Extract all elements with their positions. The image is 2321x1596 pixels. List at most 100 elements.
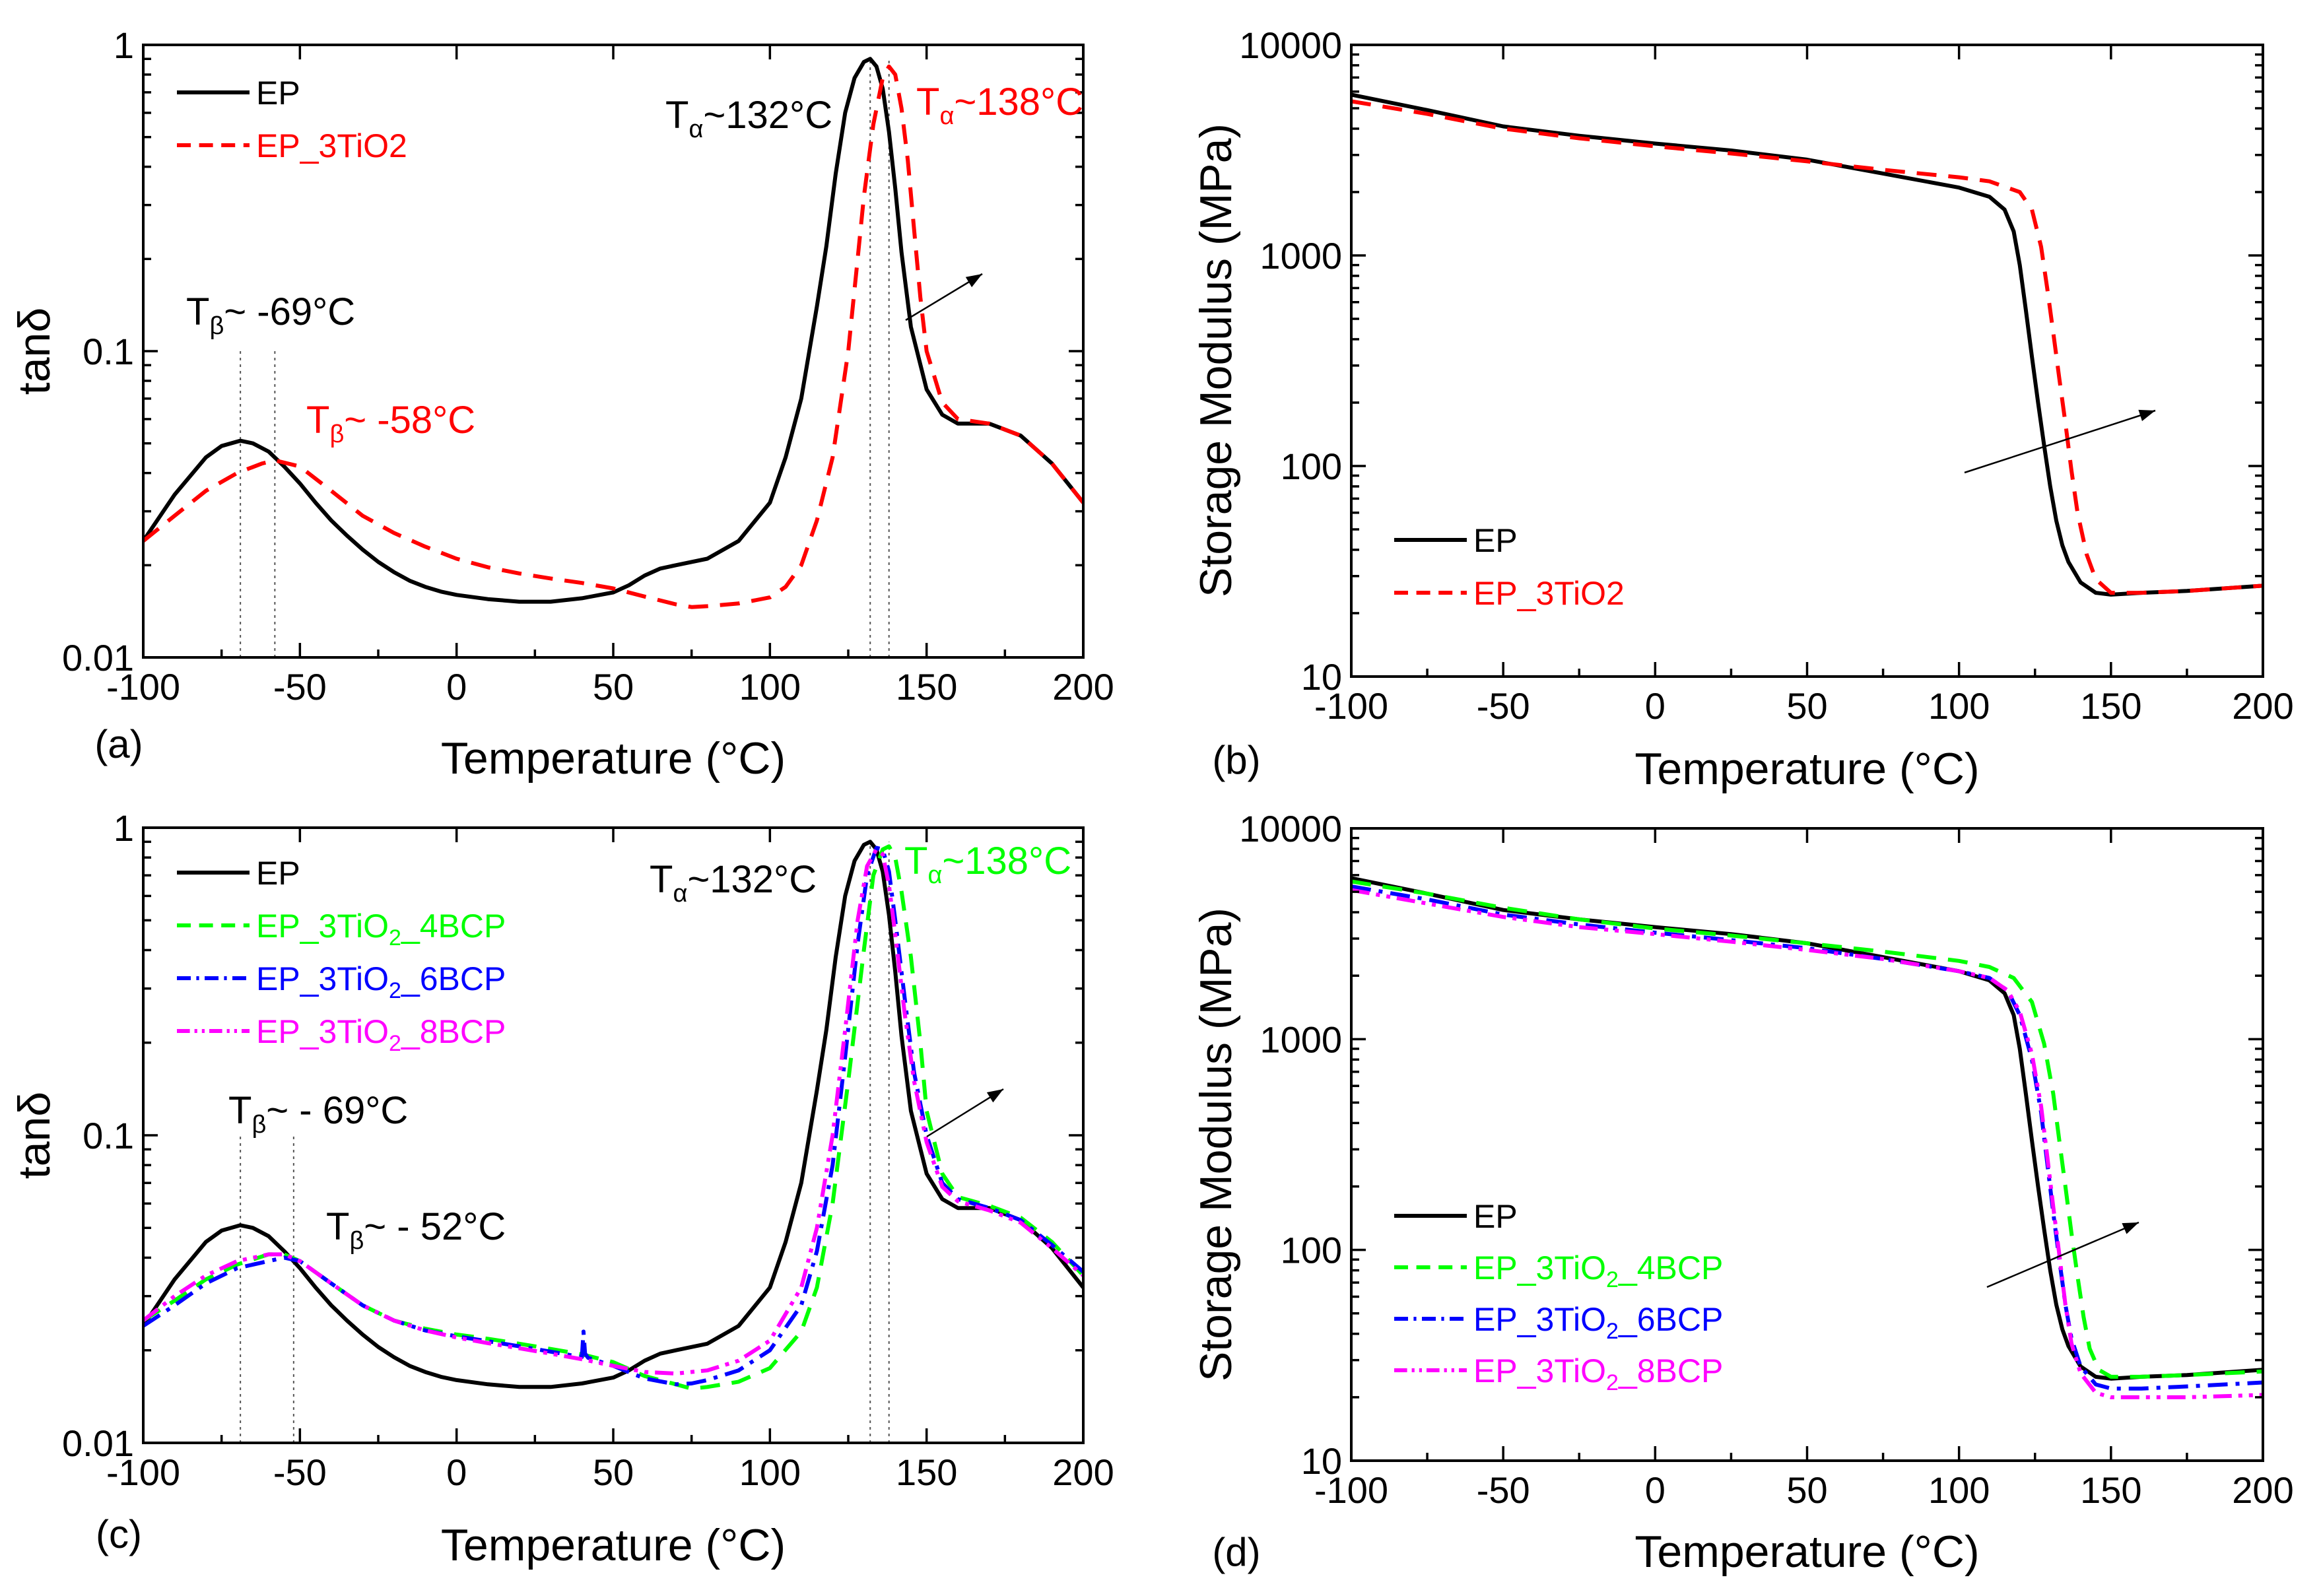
- x-tick-label: -100: [106, 666, 180, 708]
- chart-panel-a: -100 -50 0 50 100 150 200 0.01 0.1 1 Temperature (…: [9, 24, 1114, 783]
- x-tick-label: 200: [1052, 1451, 1114, 1493]
- series-line-ep-3tio2: [143, 64, 1083, 609]
- x-tick-label: 50: [593, 666, 634, 708]
- series-line-ep: [143, 57, 1083, 604]
- trend-arrow: [1986, 1221, 2139, 1288]
- trend-arrow-head: [965, 274, 982, 288]
- series-line-ep-3tio-4bcp: [1351, 879, 2263, 1379]
- x-tick-label: 100: [1928, 1469, 1990, 1511]
- x-tick-label: 150: [896, 1451, 957, 1493]
- x-tick-label: 150: [896, 666, 957, 708]
- x-tick-label: 50: [1786, 685, 1827, 727]
- legend: EP EP_3TiO2: [177, 75, 407, 164]
- series-line-ep: [143, 840, 1083, 1389]
- x-tick-label: 100: [739, 666, 801, 708]
- legend-entry: EP: [1473, 522, 1518, 559]
- annotation: Tβ~ -69°C: [186, 290, 355, 340]
- y-tick-label: 1000: [1260, 1018, 1342, 1060]
- legend-entry: EP: [256, 855, 300, 892]
- y-tick-label: 10000: [1239, 808, 1342, 849]
- x-axis-title: Temperature (°C): [441, 1520, 786, 1570]
- annotation: Tα~138°C: [904, 840, 1071, 889]
- x-tick-label: 0: [1645, 1469, 1665, 1511]
- y-axis-title: Storage Modulus (MPa): [1191, 908, 1241, 1381]
- annotation: Tα~138°C: [916, 81, 1083, 130]
- x-tick-label: 150: [2080, 685, 2141, 727]
- annotation: Tα~132°C: [665, 94, 832, 143]
- chart-panel-b: -100 -50 0 50 100 150 200 10 100 1000 10000 Tempera…: [1191, 24, 2294, 794]
- series-group: [143, 57, 1083, 609]
- y-axis-title: tanδ: [9, 1092, 59, 1179]
- legend-entry: EP_3TiO2_8BCP: [1473, 1352, 1723, 1395]
- x-tick-label: -100: [106, 1451, 180, 1493]
- legend-entry: EP_3TiO2_4BCP: [1473, 1249, 1723, 1292]
- y-tick-label: 100: [1281, 446, 1342, 487]
- legend-entry: EP_3TiO2_8BCP: [256, 1013, 506, 1056]
- x-tick-label: -50: [273, 666, 327, 708]
- legend: EP EP_3TiO2: [1394, 522, 1625, 612]
- x-tick-label: 200: [2232, 685, 2293, 727]
- x-tick-label: 0: [1645, 685, 1665, 727]
- panel-label: (d): [1212, 1530, 1260, 1574]
- annotation: Tβ~ - 52°C: [326, 1205, 506, 1255]
- legend-entry: EP_3TiO2_6BCP: [1473, 1301, 1723, 1344]
- panel-label: (c): [96, 1512, 142, 1556]
- legend-entry: EP_3TiO2_6BCP: [256, 960, 506, 1003]
- x-tick-label: -100: [1314, 1469, 1388, 1511]
- trend-arrow: [1964, 409, 2156, 474]
- trend-arrow-head: [2122, 1222, 2139, 1234]
- y-tick-label: 1: [114, 807, 134, 849]
- x-tick-label: 200: [2232, 1469, 2293, 1511]
- y-tick-label: 1: [114, 24, 134, 66]
- y-tick-label: 0.01: [62, 637, 134, 679]
- y-tick-label: 1000: [1260, 235, 1342, 277]
- series-line-ep-3tio2: [1351, 99, 2263, 595]
- legend-entry: EP_3TiO2: [1473, 575, 1625, 612]
- x-tick-label: 100: [1928, 685, 1990, 727]
- x-tick-label: 50: [593, 1451, 634, 1493]
- annotation: Tβ~ -58°C: [306, 399, 475, 448]
- series-group: [1351, 92, 2263, 597]
- x-tick-label: -50: [273, 1451, 327, 1493]
- trend-arrow-head: [986, 1089, 1003, 1103]
- x-tick-label: 0: [446, 1451, 467, 1493]
- annotation: Tα~132°C: [650, 858, 817, 908]
- legend-entry: EP: [256, 75, 300, 112]
- series-line-ep: [1351, 92, 2263, 597]
- x-tick-label: 100: [739, 1451, 801, 1493]
- legend-entry: EP: [1473, 1198, 1518, 1235]
- y-axis-title: tanδ: [9, 308, 59, 395]
- y-tick-label: 0.1: [83, 331, 134, 372]
- panel-label: (a): [94, 722, 143, 766]
- chart-panel-d: -100 -50 0 50 100 150 200 10 100 1000 10000 Tempera…: [1191, 808, 2294, 1577]
- x-tick-label: 0: [446, 666, 467, 708]
- x-tick-label: 50: [1786, 1469, 1827, 1511]
- x-tick-label: -50: [1477, 1469, 1530, 1511]
- x-tick-label: -50: [1477, 685, 1530, 727]
- legend-entry: EP_3TiO2: [256, 127, 407, 164]
- trend-arrow-head: [2138, 409, 2155, 421]
- x-axis-title: Temperature (°C): [1634, 1527, 1979, 1577]
- annotation: Tβ~ - 69°C: [228, 1089, 408, 1139]
- x-axis-title: Temperature (°C): [441, 733, 786, 783]
- y-tick-label: 0.01: [62, 1422, 134, 1464]
- legend: EP EP_3TiO2_4BCP EP_3TiO2_6BCP EP_3TiO2_8BC…: [177, 855, 506, 1056]
- y-tick-label: 0.1: [83, 1115, 134, 1156]
- x-tick-label: 200: [1052, 666, 1114, 708]
- legend: EP EP_3TiO2_4BCP EP_3TiO2_6BCP EP_3TiO2_8BC…: [1394, 1198, 1723, 1395]
- x-tick-label: -100: [1314, 685, 1388, 727]
- y-tick-label: 10: [1301, 1440, 1342, 1482]
- panel-label: (b): [1212, 738, 1260, 782]
- series-line-ep-3tio-8bcp: [143, 847, 1083, 1376]
- y-axis-title: Storage Modulus (MPa): [1191, 123, 1241, 597]
- chart-panel-c: -100 -50 0 50 100 150 200 0.01 0.1 1 Temperature (…: [9, 807, 1114, 1570]
- series-group: [143, 840, 1083, 1391]
- x-axis-title: Temperature (°C): [1634, 744, 1979, 794]
- y-tick-label: 100: [1281, 1230, 1342, 1271]
- y-tick-label: 10: [1301, 656, 1342, 698]
- series-group: [1351, 876, 2263, 1399]
- legend-entry: EP_3TiO2_4BCP: [256, 908, 506, 950]
- x-tick-label: 150: [2080, 1469, 2141, 1511]
- y-tick-label: 10000: [1239, 24, 1342, 66]
